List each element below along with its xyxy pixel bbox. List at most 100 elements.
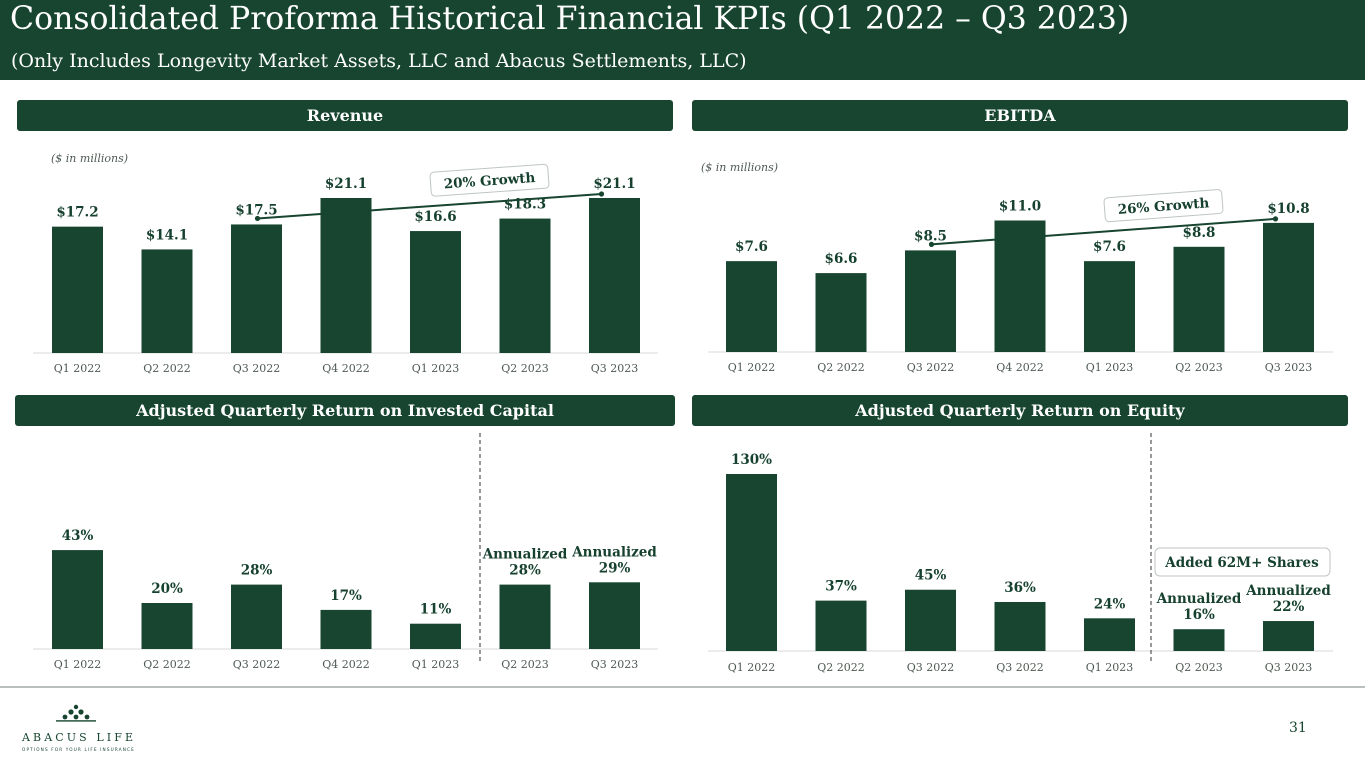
data-label: $6.6 [825, 251, 858, 267]
revenue-panel-title: Revenue [17, 100, 673, 131]
bar [726, 261, 777, 352]
abacus-logo-mark [56, 704, 96, 722]
bar [499, 584, 551, 649]
bar [589, 582, 640, 649]
page-number: 31 [1289, 720, 1307, 736]
growth-trend-line [931, 217, 1276, 246]
tick-label: Q2 2022 [143, 362, 191, 375]
bar [231, 224, 282, 353]
data-label: Annualized 16% [1156, 591, 1242, 623]
tick-label: Q2 2023 [1175, 361, 1223, 374]
bar [1263, 621, 1314, 651]
tick-label: Q2 2023 [501, 658, 549, 671]
bar [52, 550, 103, 649]
units-note: ($ in millions) [701, 161, 778, 174]
tick-label: Q1 2022 [54, 658, 102, 671]
tick-label: Q3 2023 [591, 362, 639, 375]
tick-label: Q1 2022 [54, 362, 102, 375]
data-label: 36% [1004, 580, 1036, 596]
growth-callout-box [429, 163, 550, 197]
roic-chart: 43% Q1 2022 20% Q2 2022 28% Q3 2022 17% Q4 2022… [33, 433, 658, 671]
bar [1084, 618, 1135, 651]
bar [589, 198, 640, 353]
bar [231, 584, 282, 649]
data-label: $16.6 [414, 209, 456, 225]
growth-end-dot [598, 191, 605, 197]
bar [815, 273, 867, 352]
tick-label: Q1 2023 [1086, 661, 1134, 674]
bar [994, 220, 1046, 352]
data-label: 28% [241, 563, 273, 579]
tick-label: Q1 2022 [728, 361, 776, 374]
shares-callout-label: Added 62M+ Shares [1164, 555, 1319, 571]
tick-label: Q2 2023 [1175, 661, 1223, 674]
growth-label: 26% Growth [1117, 195, 1210, 218]
tick-label: Q2 2022 [143, 658, 191, 671]
bar [141, 603, 193, 649]
tick-label: Q1 2023 [412, 362, 460, 375]
bar [410, 231, 461, 353]
bar [815, 600, 867, 651]
logo-tagline: OPTIONS FOR YOUR LIFE INSURANCE [22, 747, 135, 752]
growth-start-dot [928, 241, 935, 247]
data-label: Annualized 29% [571, 544, 657, 576]
growth-callout: 26% Growth [1103, 189, 1224, 223]
data-label: 20% [151, 581, 183, 597]
ebitda-panel-title: EBITDA [692, 100, 1348, 131]
roe-chart: 130% Q1 2022 37% Q2 2022 45% Q3 2022 36% Q3 202… [708, 433, 1333, 674]
data-label: $17.5 [235, 202, 277, 218]
roe-panel-title: Adjusted Quarterly Return on Equity [692, 395, 1348, 426]
data-label: 45% [915, 568, 947, 584]
tick-label: Q4 2022 [996, 361, 1044, 374]
data-label: 17% [330, 588, 362, 604]
growth-start-dot [254, 215, 261, 222]
data-label: $10.8 [1267, 201, 1309, 217]
page-subtitle: (Only Includes Longevity Market Assets, … [11, 50, 747, 72]
tick-label: Q2 2022 [817, 361, 865, 374]
data-label: 43% [62, 528, 94, 544]
revenue-chart: ($ in millions) $17.2 Q1 2022 $14.1 Q2 2022 $… [33, 152, 658, 375]
tick-label: Q4 2022 [322, 362, 370, 375]
bar [320, 609, 372, 649]
units-note: ($ in millions) [51, 152, 128, 165]
data-label: $8.8 [1183, 225, 1216, 241]
ebitda-chart: ($ in millions) $7.6 Q1 2022 $6.6 Q2 2022 $8.… [701, 161, 1333, 374]
tick-label: Q3 2022 [996, 661, 1044, 674]
data-label: 24% [1094, 596, 1126, 612]
bar [994, 601, 1046, 651]
growth-trend-line [257, 193, 602, 220]
bar [1173, 246, 1225, 352]
tick-label: Q3 2022 [907, 661, 955, 674]
bar [905, 589, 956, 651]
bar [1084, 261, 1135, 352]
data-label: 37% [825, 579, 857, 595]
data-label: 11% [420, 602, 452, 618]
data-label: $7.6 [1093, 239, 1126, 255]
growth-label: 20% Growth [443, 170, 536, 192]
data-label: $8.5 [914, 228, 947, 244]
growth-callout: 20% Growth [429, 163, 550, 197]
bar [1263, 222, 1314, 352]
page-title: Consolidated Proforma Historical Financi… [10, 1, 1130, 37]
tick-label: Q3 2023 [1265, 661, 1313, 674]
shares-callout-box [1154, 547, 1331, 577]
bar [1173, 629, 1225, 651]
tick-label: Q1 2023 [1086, 361, 1134, 374]
bar [141, 249, 193, 353]
data-label: $7.6 [735, 239, 768, 255]
data-label: Annualized 28% [482, 547, 568, 579]
tick-label: Q2 2022 [817, 661, 865, 674]
data-label: Annualized 22% [1245, 583, 1331, 615]
bar [499, 218, 551, 353]
bar [52, 226, 103, 353]
tick-label: Q3 2022 [233, 658, 281, 671]
logo-wordmark: ABACUS LIFE [22, 731, 137, 744]
header-bar: Consolidated Proforma Historical Financi… [0, 0, 1365, 80]
growth-end-dot [1272, 216, 1279, 222]
data-label: $17.2 [56, 205, 98, 221]
tick-label: Q1 2022 [728, 661, 776, 674]
bar [320, 198, 372, 353]
roic-panel-title: Adjusted Quarterly Return on Invested Ca… [15, 395, 675, 426]
footer-divider [0, 686, 1365, 688]
growth-callout-box [1103, 189, 1224, 223]
